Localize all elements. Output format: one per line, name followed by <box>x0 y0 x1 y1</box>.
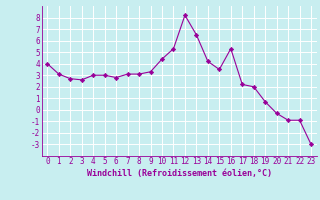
X-axis label: Windchill (Refroidissement éolien,°C): Windchill (Refroidissement éolien,°C) <box>87 169 272 178</box>
